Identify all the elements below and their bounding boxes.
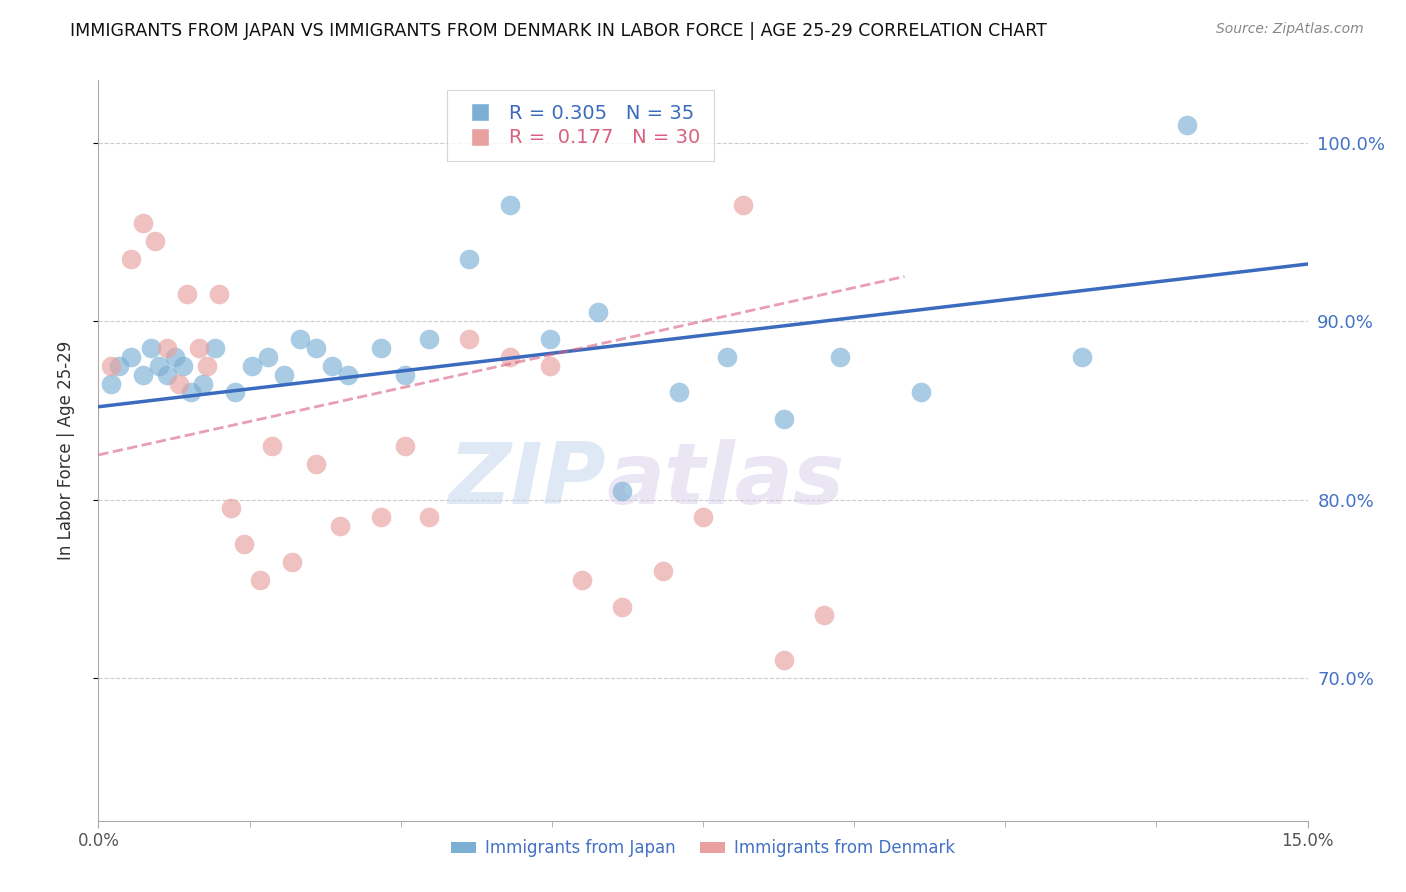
Point <box>176 287 198 301</box>
Point <box>167 376 190 391</box>
Point <box>370 510 392 524</box>
Point <box>221 501 243 516</box>
Point <box>418 510 440 524</box>
Point <box>120 350 142 364</box>
Point <box>163 350 186 364</box>
Point <box>204 341 226 355</box>
Point <box>716 350 738 364</box>
Point <box>232 537 254 551</box>
Point <box>260 439 283 453</box>
Point <box>100 376 122 391</box>
Point <box>156 368 179 382</box>
Point <box>240 359 263 373</box>
Point <box>418 332 440 346</box>
Point <box>139 341 162 355</box>
Point <box>288 332 311 346</box>
Point <box>394 439 416 453</box>
Point <box>571 573 593 587</box>
Point <box>249 573 271 587</box>
Point <box>692 510 714 524</box>
Point <box>910 385 932 400</box>
Point <box>208 287 231 301</box>
Point <box>143 234 166 248</box>
Point <box>256 350 278 364</box>
Point <box>172 359 194 373</box>
Point <box>100 359 122 373</box>
Point <box>224 385 246 400</box>
Point <box>337 368 360 382</box>
Point <box>1070 350 1092 364</box>
Point <box>321 359 343 373</box>
Point <box>1175 118 1198 132</box>
Point <box>195 359 218 373</box>
Point <box>107 359 129 373</box>
Text: ZIP: ZIP <box>449 439 606 522</box>
Text: Source: ZipAtlas.com: Source: ZipAtlas.com <box>1216 22 1364 37</box>
Point <box>458 332 481 346</box>
Point <box>273 368 295 382</box>
Point <box>828 350 851 364</box>
Point <box>538 359 561 373</box>
Point <box>370 341 392 355</box>
Point <box>132 368 155 382</box>
Point <box>148 359 170 373</box>
Point <box>120 252 142 266</box>
Point <box>329 519 352 533</box>
Text: IMMIGRANTS FROM JAPAN VS IMMIGRANTS FROM DENMARK IN LABOR FORCE | AGE 25-29 CORR: IMMIGRANTS FROM JAPAN VS IMMIGRANTS FROM… <box>70 22 1047 40</box>
Point <box>132 216 155 230</box>
Point <box>498 350 520 364</box>
Legend: Immigrants from Japan, Immigrants from Denmark: Immigrants from Japan, Immigrants from D… <box>444 833 962 864</box>
Point <box>305 457 328 471</box>
Point <box>193 376 215 391</box>
Point <box>538 332 561 346</box>
Point <box>498 198 520 212</box>
Point <box>612 483 634 498</box>
Point <box>612 599 634 614</box>
Point <box>813 608 835 623</box>
Y-axis label: In Labor Force | Age 25-29: In Labor Force | Age 25-29 <box>56 341 75 560</box>
Point <box>188 341 211 355</box>
Text: atlas: atlas <box>606 439 845 522</box>
Point <box>651 564 673 578</box>
Point <box>305 341 328 355</box>
Point <box>586 305 609 319</box>
Point <box>458 252 481 266</box>
Point <box>668 385 690 400</box>
Point <box>733 198 755 212</box>
Point <box>772 412 794 426</box>
Point <box>180 385 202 400</box>
Point <box>156 341 179 355</box>
Point <box>281 555 304 569</box>
Point <box>772 653 794 667</box>
Point <box>394 368 416 382</box>
